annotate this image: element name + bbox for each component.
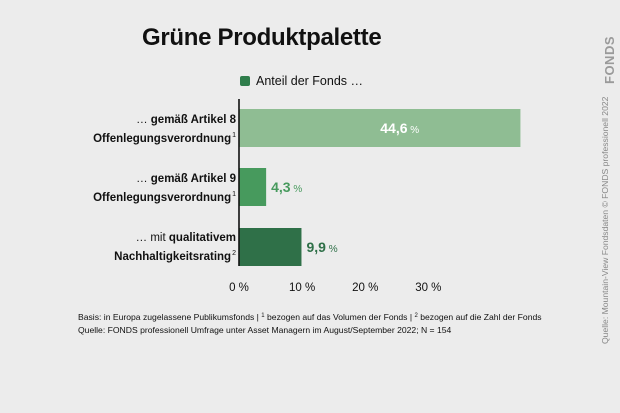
footnote-text: bezogen auf das Volumen der Fonds | (264, 312, 415, 322)
category-prefix: … mit (135, 232, 169, 244)
legend: Anteil der Fonds … (240, 74, 363, 88)
category-label-artikel-8: … gemäß Artikel 8 Offenlegungsverordnung… (93, 113, 236, 147)
footnote-text: bezogen auf die Zahl der Fonds (417, 312, 542, 322)
data-label-2: 9,9 % (306, 239, 337, 255)
footnote-text: Basis: in Europa zugelassene Publikumsfo… (78, 312, 262, 322)
footnote-mark: 2 (232, 250, 236, 257)
category-bold: qualitativem (168, 232, 236, 244)
data-label-0: 44,6 % (380, 120, 419, 136)
x-tick-label-2: 20 % (352, 282, 378, 294)
category-bold: gemäß Artikel 9 (150, 173, 236, 185)
side-source-text: Quelle: Mountain-View Fondsdaten © FONDS… (600, 96, 610, 344)
category-label-rating: … mit qualitativem Nachhaltigkeitsrating… (114, 231, 236, 265)
legend-swatch (240, 76, 250, 86)
x-tick-label-0: 0 % (229, 282, 249, 294)
bar-0 (239, 109, 521, 147)
footnote-mark: 1 (232, 191, 236, 198)
category-prefix: … (136, 114, 151, 126)
bar-1 (239, 168, 267, 206)
x-tick-label-3: 30 % (415, 282, 441, 294)
category-line2: Nachhaltigkeitsrating (114, 251, 232, 263)
data-label-1: 4,3 % (271, 179, 302, 195)
bar-2 (239, 228, 302, 266)
chart-title: Grüne Produktpalette (142, 24, 382, 51)
x-tick-label-1: 10 % (289, 282, 315, 294)
footnote-mark: 1 (261, 313, 265, 319)
category-line2: Offenlegungsverordnung (93, 133, 232, 145)
legend-label: Anteil der Fonds … (256, 74, 363, 88)
footnote-mark: 2 (414, 313, 418, 319)
category-bold: gemäß Artikel 8 (150, 114, 236, 126)
footnote-basis: Basis: in Europa zugelassene Publikumsfo… (78, 312, 542, 322)
fonds-logo: FONDS (602, 36, 617, 84)
footnote-source: Quelle: FONDS professionell Umfrage unte… (78, 325, 452, 335)
category-prefix: … (136, 173, 151, 185)
category-line2: Offenlegungsverordnung (93, 192, 232, 204)
category-label-artikel-9: … gemäß Artikel 9 Offenlegungsverordnung… (93, 172, 236, 206)
footnote-mark: 1 (232, 132, 236, 139)
